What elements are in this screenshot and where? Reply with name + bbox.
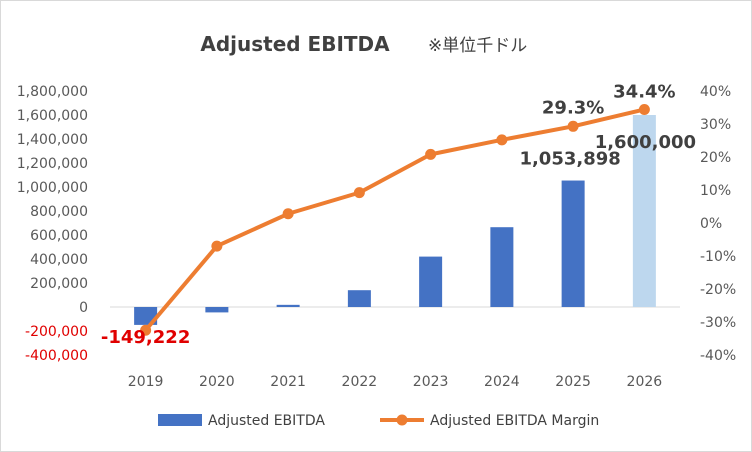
margin-point-2019 — [140, 324, 152, 336]
y-left-tick-label: 600,000 — [30, 228, 88, 244]
y-left-tick-label: 1,000,000 — [17, 180, 88, 196]
x-tick-label: 2019 — [128, 374, 164, 390]
bar-2024 — [490, 227, 514, 307]
legend: Adjusted EBITDA Adjusted EBITDA Margin — [158, 413, 599, 429]
bar-2022 — [347, 290, 371, 307]
x-tick-label: 2021 — [270, 374, 306, 390]
margin-point-2025 — [567, 120, 579, 132]
y-right-tick-label: -30% — [700, 315, 736, 331]
legend-bar-swatch — [158, 414, 202, 426]
y-right-tick-label: -20% — [700, 282, 736, 298]
y-left-tick-label: 1,800,000 — [17, 84, 88, 100]
data-label-ebitda-2019: -149,222 — [101, 327, 190, 348]
y-right-tick-label: -10% — [700, 249, 736, 265]
margin-point-2026 — [638, 103, 650, 115]
y-left-tick-label: 0 — [79, 300, 88, 316]
y-right-tick-label: 20% — [700, 150, 731, 166]
x-tick-label: 2020 — [199, 374, 235, 390]
legend-line-marker — [396, 414, 408, 426]
x-axis: 2019 2020 2021 2022 2023 2024 2025 2026 — [110, 306, 680, 390]
legend-bar-label: Adjusted EBITDA — [208, 413, 325, 429]
y-left-tick-label: -400,000 — [25, 348, 88, 364]
x-tick-label: 2023 — [413, 374, 449, 390]
margin-point-2020 — [211, 240, 223, 252]
margin-point-2022 — [353, 187, 365, 199]
bar-series — [134, 115, 656, 325]
x-tick-label: 2022 — [342, 374, 378, 390]
bar-2021 — [276, 304, 300, 307]
y-right-tick-label: 10% — [700, 183, 731, 199]
data-label-margin-2025: 29.3% — [542, 97, 604, 118]
data-label-ebitda-2025: 1,053,898 — [519, 149, 620, 170]
y-left-tick-label: 1,600,000 — [17, 108, 88, 124]
x-tick-label: 2024 — [484, 374, 520, 390]
bar-2025 — [561, 180, 585, 307]
y-left-tick-label: 1,400,000 — [17, 132, 88, 148]
y-axis-right: -40% -30% -20% -10% 0% 10% 20% 30% 40% — [700, 84, 736, 364]
margin-point-2021 — [282, 208, 294, 220]
bar-2026 — [632, 115, 656, 307]
line-series — [140, 103, 650, 336]
y-right-tick-label: 40% — [700, 84, 731, 100]
data-label-ebitda-2026: 1,600,000 — [595, 132, 696, 153]
data-label-margin-2026: 34.4% — [613, 81, 675, 102]
chart-title: Adjusted EBITDA — [200, 32, 390, 56]
x-tick-label: 2026 — [627, 374, 663, 390]
margin-line — [144, 107, 645, 332]
margin-point-2023 — [425, 148, 437, 160]
y-left-tick-label: 1,200,000 — [17, 156, 88, 172]
y-left-tick-label: 800,000 — [30, 204, 88, 220]
bar-2023 — [419, 256, 443, 307]
y-left-tick-label: 200,000 — [30, 276, 88, 292]
y-axis-left: -400,000 -200,000 0 200,000 400,000 600,000 80… — [17, 84, 88, 364]
y-right-tick-label: -40% — [700, 348, 736, 364]
legend-line-label: Adjusted EBITDA Margin — [430, 413, 599, 429]
margin-point-2024 — [496, 134, 508, 146]
y-right-tick-label: 30% — [700, 117, 731, 133]
bar-2020 — [205, 307, 229, 313]
x-tick-label: 2025 — [555, 374, 591, 390]
y-right-tick-label: 0% — [700, 216, 722, 232]
y-left-tick-label: -200,000 — [25, 324, 88, 340]
y-left-tick-label: 400,000 — [30, 252, 88, 268]
chart-unit-note: ※単位千ドル — [428, 36, 527, 56]
